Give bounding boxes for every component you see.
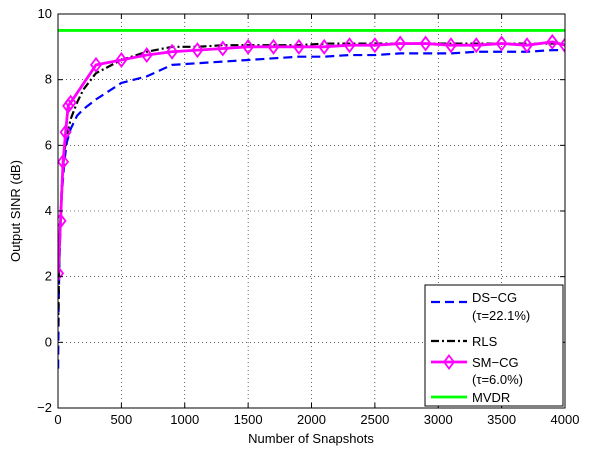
y-tick-label: 4 <box>45 203 52 218</box>
sm-cg-marker <box>216 40 229 57</box>
legend-label-ds: DS−CG <box>472 290 517 305</box>
legend-box <box>424 284 564 407</box>
sm-cg-marker <box>559 37 565 54</box>
sm-cg-marker <box>62 97 75 114</box>
sm-cg-marker <box>546 33 559 50</box>
sm-cg-marker <box>59 124 72 141</box>
axis-ticks: 0 500 1000 1500 2000 2500 3000 3500 4000−2024681… <box>37 6 579 427</box>
sm-cg-marker <box>267 38 280 55</box>
y-tick-label: 2 <box>45 269 52 284</box>
y-axis-label: Output SINR (dB) <box>8 160 23 262</box>
x-tick-label: 3500 <box>487 412 516 427</box>
legend-marks <box>431 300 467 399</box>
sm-cg-marker <box>520 37 533 54</box>
x-tick-label: 1000 <box>170 412 199 427</box>
sm-cg-marker <box>90 56 103 73</box>
x-tick-label: 1500 <box>234 412 263 427</box>
x-tick-label: 500 <box>111 412 133 427</box>
legend-label-rls: RLS <box>472 334 498 349</box>
y-tick-label: 8 <box>45 72 52 87</box>
series-layer <box>58 29 565 369</box>
sm-cg-marker <box>444 37 457 54</box>
x-tick-label: 2000 <box>297 412 326 427</box>
sm-cg-marker <box>495 35 508 52</box>
sm-cg-marker <box>140 47 153 64</box>
y-tick-label: 6 <box>45 137 52 152</box>
sm-cg-marker <box>191 42 204 59</box>
legend-label-mvdr: MVDR <box>472 390 510 405</box>
sm-cg-marker <box>115 51 128 68</box>
sm-cg-marker <box>343 37 356 54</box>
x-axis-label: Number of Snapshots <box>248 431 374 446</box>
legend: DS−CG (τ=22.1%) RLS SM−CG (τ=6.0%) MVDR <box>424 284 564 407</box>
y-tick-label: 10 <box>38 6 52 21</box>
x-tick-label: 2500 <box>360 412 389 427</box>
sm-cg-marker <box>242 38 255 55</box>
sm-cg-marker <box>166 43 179 60</box>
sm-cg-marker <box>318 38 331 55</box>
sm-cg-marker <box>58 212 67 229</box>
legend-label-ds-sub: (τ=22.1%) <box>472 308 530 323</box>
sm-cg-marker <box>292 38 305 55</box>
x-tick-label: 4000 <box>551 412 580 427</box>
legend-label-sm: SM−CG <box>472 355 519 370</box>
y-tick-label: −2 <box>37 400 52 415</box>
legend-label-sm-sub: (τ=6.0%) <box>472 372 523 387</box>
sm-cg-marker <box>58 153 70 170</box>
sm-cg-marker <box>470 37 483 54</box>
sm-cg-marker <box>394 35 407 52</box>
sm-cg-marker <box>443 354 455 370</box>
x-tick-label: 3000 <box>424 412 453 427</box>
sm-cg-marker <box>64 94 77 111</box>
sm-cg-marker <box>419 35 432 52</box>
x-tick-label: 0 <box>54 412 61 427</box>
sm-cg-marker <box>368 37 381 54</box>
y-tick-label: 0 <box>45 334 52 349</box>
